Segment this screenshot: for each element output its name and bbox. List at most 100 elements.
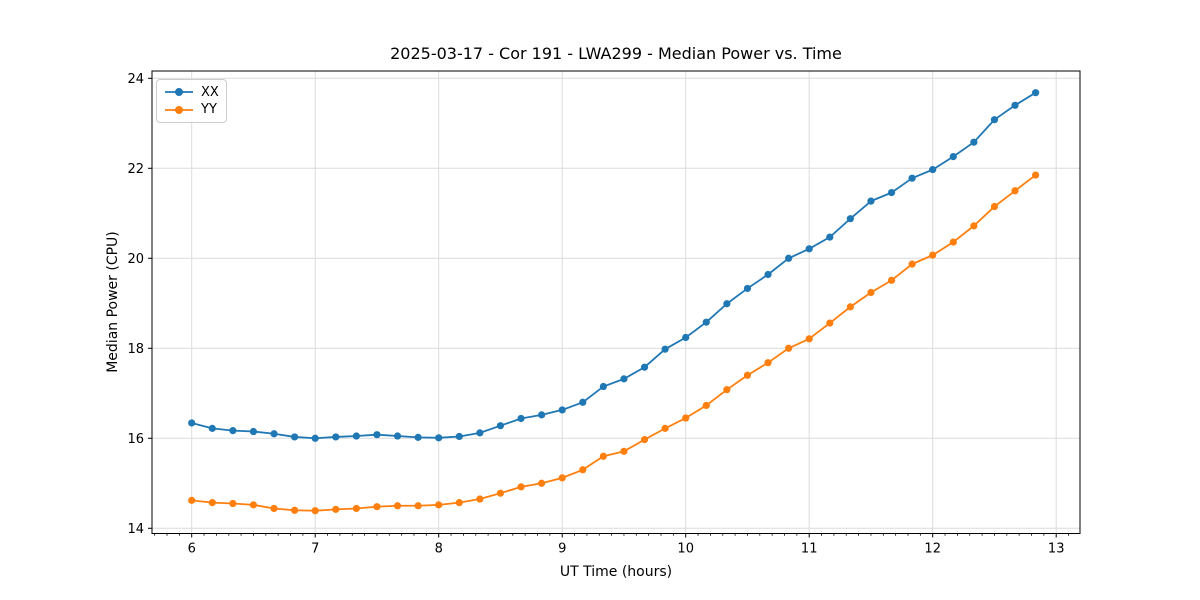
legend-line-marker-icon [165, 105, 193, 114]
x-tick-label: 9 [558, 542, 566, 557]
series-yy-point [291, 506, 299, 514]
legend: XX YY [156, 79, 227, 123]
series-xx-point [867, 197, 875, 205]
series-yy-point [599, 452, 607, 460]
series-yy-point [496, 489, 505, 497]
series-yy-point [558, 474, 566, 482]
series-xx-point [929, 166, 937, 174]
series-yy-point [538, 479, 546, 487]
series-yy-point [867, 288, 875, 297]
series-xx-point [517, 414, 525, 423]
series-yy-point [517, 483, 525, 491]
legend-label-xx: XX [201, 84, 219, 100]
series-yy-point [455, 499, 463, 507]
series-yy-point [352, 504, 360, 513]
series-xx-point [208, 424, 216, 432]
series-xx-point [949, 152, 957, 161]
series-xx-point [229, 427, 237, 435]
series-xx-point [558, 406, 566, 414]
series-xx-point [476, 429, 484, 437]
series-yy-point [908, 260, 916, 268]
series-yy-point [970, 222, 978, 230]
series-yy-point [1032, 171, 1040, 179]
series-yy-point [476, 495, 484, 503]
series-xx-point [661, 345, 669, 353]
series-xx-point [785, 254, 793, 262]
series-xx-point [435, 434, 443, 442]
series-xx-point [846, 215, 854, 223]
series-yy-point [764, 359, 772, 367]
legend-line-marker-icon [165, 88, 193, 97]
series-yy-point [229, 499, 237, 508]
series-xx-point [188, 419, 196, 427]
series-xx-point [620, 375, 628, 383]
series-xx-point [1032, 89, 1040, 97]
series-yy-point [270, 504, 278, 513]
series-yy-point [1011, 187, 1019, 195]
y-tick-label: 16 [127, 432, 144, 447]
y-tick-label: 18 [127, 342, 144, 357]
series-xx-point [249, 427, 258, 436]
x-tick-label: 12 [924, 542, 941, 557]
series-yy-point [188, 496, 196, 504]
series-yy-point [208, 499, 216, 507]
y-axis-label: Median Power (CPU) [105, 231, 121, 373]
x-tick-label: 8 [435, 542, 443, 557]
x-tick-label: 10 [677, 542, 694, 557]
y-tick-label: 24 [127, 72, 144, 87]
series-xx-point [538, 411, 546, 419]
y-tick-label: 20 [127, 252, 144, 267]
series-yy-point [743, 371, 752, 379]
series-xx-point [373, 431, 381, 439]
series-yy-point [414, 502, 422, 510]
series-yy-line [191, 174, 1037, 512]
series-yy-point [887, 276, 896, 284]
series-xx-point [990, 116, 999, 124]
legend-item-xx: XX [164, 86, 222, 99]
series-xx-point [332, 433, 340, 441]
x-axis-label: UT Time (hours) [559, 564, 673, 580]
x-tick-label: 7 [311, 542, 319, 557]
series-yy-point [826, 319, 834, 327]
y-tick-label: 14 [127, 522, 144, 537]
series-yy-point [373, 503, 381, 511]
series-xx-point [270, 430, 278, 438]
series-yy-point [579, 466, 587, 474]
series-xx-point [908, 174, 916, 182]
series-xx-point [579, 398, 587, 406]
series-xx-point [352, 432, 360, 440]
series-xx-point [291, 433, 299, 441]
series-xx-point [393, 432, 402, 440]
series-xx-point [805, 245, 813, 253]
series-xx-point [414, 433, 422, 441]
series-xx-point [743, 284, 752, 293]
x-tick-label: 6 [188, 542, 196, 557]
series-xx-point [887, 188, 896, 197]
series-yy-point [435, 501, 443, 509]
series-yy-point [702, 401, 710, 410]
series-xx-point [764, 270, 772, 279]
series-yy-point [785, 344, 793, 352]
series-xx-point [682, 333, 690, 342]
series-yy-point [640, 436, 649, 444]
x-tick-label: 11 [801, 542, 818, 557]
series-yy-point [805, 335, 813, 343]
series-yy-point [846, 303, 854, 311]
plot-frame [151, 70, 1081, 534]
chart-title: 2025-03-17 - Cor 191 - LWA299 - Median P… [390, 44, 842, 63]
series-xx-point [826, 233, 834, 241]
series-xx-point [640, 363, 649, 371]
series-yy-point [332, 505, 340, 513]
series-xx-point [599, 382, 607, 391]
series-yy-point [929, 251, 937, 259]
y-tick-label: 22 [127, 162, 144, 177]
series-xx-point [723, 300, 731, 308]
legend-label-yy: YY [201, 102, 217, 118]
series-yy-point [990, 202, 999, 211]
series-yy-point [393, 502, 402, 510]
series-yy-point [249, 501, 258, 509]
series-yy-point [723, 386, 731, 394]
x-tick-label: 13 [1048, 542, 1065, 557]
